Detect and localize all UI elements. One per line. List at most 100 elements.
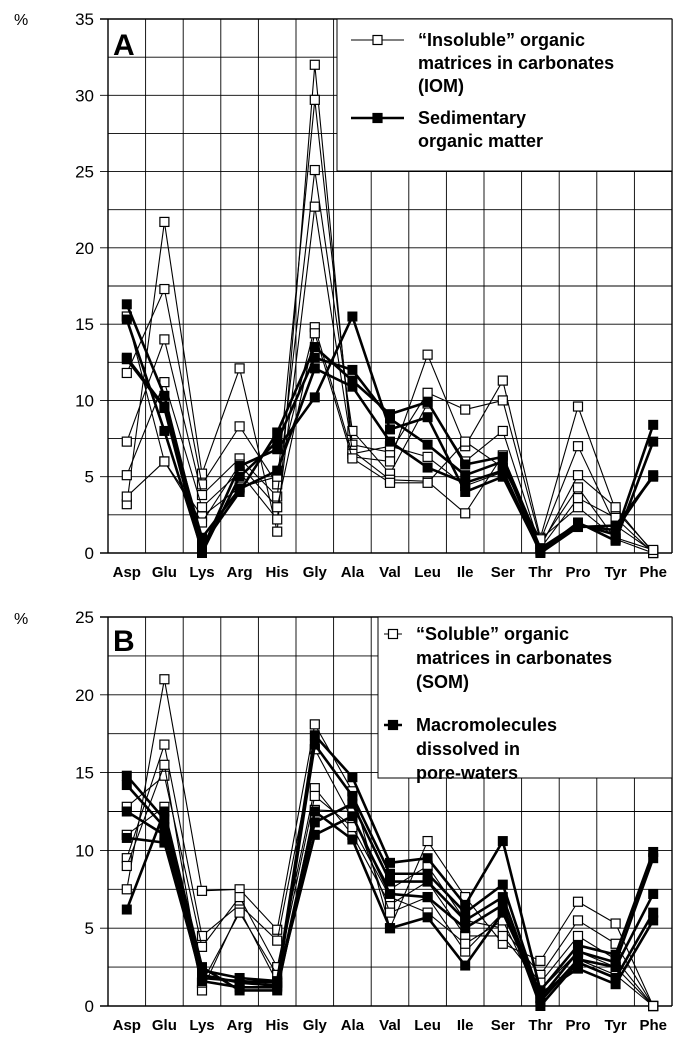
chart-a-series-3-point-12: [572, 482, 584, 493]
chart-a-series-6-point-1: [159, 390, 170, 401]
chart-b-series-2-point-12: [572, 930, 584, 942]
chart-a-series-7-point-3: [234, 461, 245, 472]
chart-b-series-8-point-11: [535, 1001, 546, 1011]
chart-a-series-9-point-3: [234, 483, 245, 494]
chart-b-series-8-point-3: [234, 976, 245, 987]
chart-b-series-4-point-1: [159, 759, 170, 770]
chart-a-series-7-point-7: [385, 424, 395, 435]
chart-b-series-8-point-0: [121, 832, 132, 843]
chart-b-series-0-point-11: [535, 955, 546, 966]
chart-a-series-1-point-9: [460, 404, 471, 415]
chart-b-xtick-label: Val: [379, 1017, 401, 1034]
chart-b-legend-label-1: dissolved in: [416, 739, 520, 759]
chart-a-series-6-point-14: [648, 419, 659, 430]
chart-a-series-2-point-13: [610, 502, 621, 513]
chart-a-series-8-point-8: [422, 439, 433, 450]
chart-b-series-7-point-14: [648, 888, 659, 899]
chart-a-series-9-point-8: [422, 462, 433, 473]
chart-a-series-8-point-5: [309, 352, 320, 363]
chart-a-series-5-point-6: [347, 453, 358, 464]
chart-b-legend-label-0: matrices in carbonates: [416, 648, 612, 668]
chart-a-series-2-point-10: [497, 425, 508, 437]
chart-a-xtick-label: Leu: [414, 564, 441, 581]
chart-b-series-8-point-1: [159, 837, 170, 848]
chart-b-series-9-point-10: [497, 907, 508, 918]
chart-b-series-5-point-6: [347, 772, 358, 783]
chart-a-series-9-point-13: [610, 520, 621, 531]
chart-a-series-9-point-1: [159, 401, 170, 412]
chart-a-series-5-point-5: [309, 328, 320, 339]
chart-b-series-0-point-2: [196, 885, 208, 896]
chart-a-series-0-point-2: [196, 468, 208, 479]
chart-b-series-8-point-6: [347, 811, 358, 822]
chart-a-xtick-label: Tyr: [604, 564, 626, 581]
chart-a-series-9-point-12: [573, 522, 583, 533]
chart-b-xtick-label: Pro: [565, 1017, 590, 1034]
chart-a-series-0-point-10: [497, 375, 508, 386]
chart-a-series-7-point-0: [121, 314, 132, 325]
chart-a-series-7-point-14: [648, 436, 659, 447]
chart-a-series-2-point-2: [196, 489, 208, 501]
chart-b-series-2-point-10: [497, 930, 508, 942]
chart-a-series-0-point-7: [384, 456, 396, 467]
chart-a-legend-label-1: Sedimentary: [418, 108, 526, 128]
chart-a-xtick-label: Gly: [303, 564, 328, 581]
chart-a-series-6-point-5: [309, 342, 320, 353]
chart-a-xtick-label: Ala: [341, 564, 365, 581]
chart-b-series-0-point-1: [159, 674, 170, 685]
chart-b-series-0-point-8: [422, 835, 433, 847]
chart-b-series-6-point-0: [121, 780, 132, 791]
chart-b-xtick-label: His: [266, 1017, 289, 1034]
chart-a-series-7-point-1: [159, 425, 170, 436]
chart-b-panel-letter: B: [113, 625, 135, 658]
chart-a-series-2-point-12: [572, 470, 584, 481]
chart-a-series-0-point-3: [234, 363, 245, 374]
chart-a-ytick-label: 10: [75, 391, 94, 410]
chart-b-series-2-point-3: [234, 891, 245, 903]
chart-a-panel-letter: A: [113, 29, 135, 62]
chart-b-xtick-label: Glu: [152, 1017, 177, 1034]
chart-b-series-7-point-7: [385, 876, 395, 887]
chart-b-series-9-point-0: [121, 904, 132, 915]
chart-a-legend-marker-1: [372, 112, 383, 124]
chart-b-series-0-point-4: [272, 924, 283, 935]
chart-b-series-7-point-13: [610, 962, 621, 973]
chart-a-series-1-point-2: [196, 479, 208, 490]
chart-a-series-5-point-1: [159, 456, 170, 467]
chart-a-series-group: [121, 59, 659, 559]
chart-a-series-2-point-0: [121, 436, 132, 447]
chart-a-xtick-label: Ile: [457, 564, 474, 581]
chart-a-series-9-point-2: [197, 532, 207, 543]
chart-b-series-4-point-0: [121, 860, 132, 872]
chart-a-series-5-point-8: [422, 477, 433, 488]
chart-b-series-9-point-4: [272, 985, 283, 996]
chart-b-series-0-point-12: [572, 896, 584, 907]
chart-b-series-1-point-1: [159, 739, 170, 750]
chart-b-series-9-point-2: [197, 962, 207, 973]
chart-b-xtick-label: Ala: [341, 1017, 365, 1034]
chart-a-series-2-point-4: [272, 491, 283, 502]
chart-a-xtick-label: Ser: [491, 564, 515, 581]
chart-a-ytick-label: 35: [75, 10, 94, 29]
chart-a-xtick-label: Glu: [152, 564, 177, 581]
chart-b-series-8-point-8: [422, 892, 433, 903]
chart-b-series-5-point-0: [121, 770, 132, 781]
chart-b-legend-label-0: “Soluble” organic: [416, 624, 569, 644]
chart-a-ytick-label: 0: [85, 544, 94, 563]
chart-b-series-9-point-3: [234, 985, 245, 996]
chart-a-series-0-point-5: [309, 59, 320, 70]
chart-a-series-3-point-0: [121, 470, 132, 481]
chart-b-series-4-point-3: [234, 907, 245, 918]
chart-a-xtick-label: Thr: [528, 564, 552, 581]
chart-a-xtick-label: Lys: [189, 564, 214, 581]
chart-a-series-9-point-9: [460, 477, 471, 488]
chart-b-series-3-point-7: [384, 907, 396, 918]
chart-a-legend-label-0: matrices in carbonates: [418, 53, 614, 73]
chart-b-series-9-point-1: [159, 806, 170, 817]
chart-a-series-2-point-1: [159, 334, 170, 345]
chart-b-series-1-point-12: [572, 915, 584, 926]
chart-b-xtick-label: Phe: [639, 1017, 667, 1034]
chart-b-series-9-point-9: [460, 960, 471, 971]
chart-a-series-8-point-7: [385, 413, 395, 424]
